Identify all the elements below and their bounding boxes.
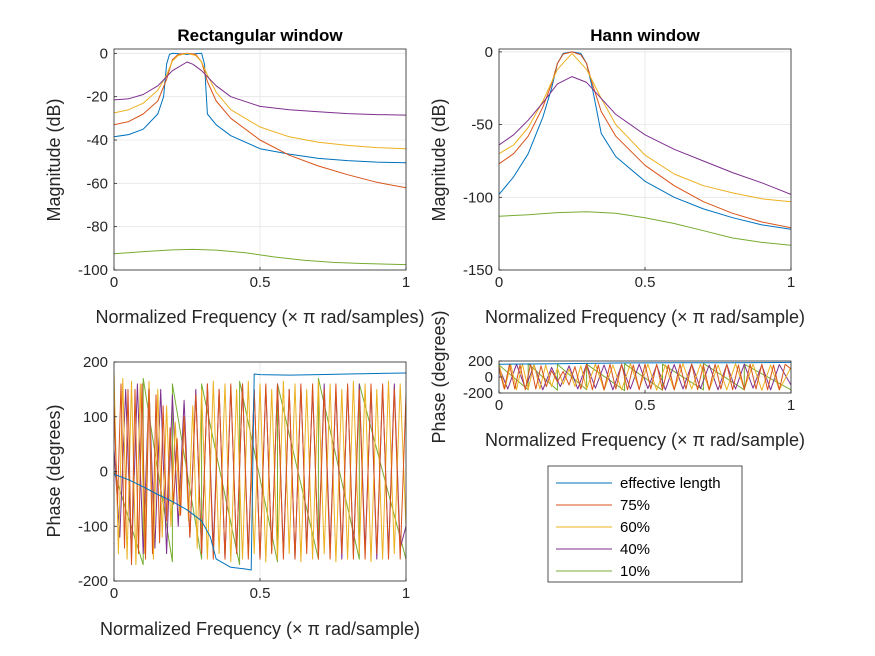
legend-label: effective length (620, 475, 721, 492)
y-tick-label: -20 (86, 89, 108, 106)
y-tick-label: 0 (100, 45, 108, 62)
series-line (499, 361, 791, 365)
x-tick-label: 1 (787, 397, 795, 414)
ticks: 0 0.5 1 200 100 0 -100 -200 (78, 354, 410, 602)
legend-entry: 60% (556, 519, 650, 536)
legend-label: 75% (620, 497, 650, 514)
subplot-rect-phase: 0 0.5 1 200 100 0 -100 -200 Normalized Frequenc… (44, 354, 420, 639)
y-tick-label: 100 (83, 409, 108, 426)
legend-label: 60% (620, 519, 650, 536)
legend-entry: 75% (556, 497, 650, 514)
series-line (114, 52, 406, 164)
x-axis-label: Normalized Frequency (× π rad/sample) (100, 619, 420, 639)
x-tick-label: 0.5 (635, 274, 656, 291)
y-tick-label: 200 (468, 353, 493, 370)
y-tick-label: 200 (83, 354, 108, 371)
y-axis-label: Phase (degrees) (44, 404, 64, 537)
x-axis-label: Normalized Frequency (× π rad/samples) (95, 307, 424, 327)
series-line (499, 51, 791, 229)
y-tick-label: -50 (471, 117, 493, 134)
data-lines (114, 52, 406, 266)
y-axis-label: Magnitude (dB) (429, 98, 449, 221)
y-tick-label: 0 (485, 44, 493, 61)
x-tick-label: 0.5 (635, 397, 656, 414)
plot-title: Hann window (590, 26, 700, 45)
x-tick-label: 0.5 (250, 585, 271, 602)
x-tick-label: 1 (402, 274, 410, 291)
legend-label: 10% (620, 563, 650, 580)
legend-entry: 40% (556, 541, 650, 558)
x-axis-label: Normalized Frequency (× π rad/sample) (485, 430, 805, 450)
plot-title: Rectangular window (177, 26, 343, 45)
series-line (114, 248, 406, 266)
data-lines (499, 361, 791, 392)
subplot-hann-magnitude: 0 0.5 1 0 -50 -100 -150 Hann window Normalized… (429, 26, 805, 327)
x-tick-label: 1 (787, 274, 795, 291)
y-tick-label: -200 (463, 385, 493, 402)
y-tick-label: -100 (78, 262, 108, 279)
y-tick-label: 0 (100, 464, 108, 481)
y-axis-label: Magnitude (dB) (44, 98, 64, 221)
y-tick-label: 0 (485, 369, 493, 386)
y-tick-label: -200 (78, 573, 108, 590)
legend-box (547, 465, 743, 583)
y-tick-label: -100 (78, 518, 108, 535)
series-line (499, 211, 791, 246)
series-line (114, 372, 406, 571)
x-tick-label: 0 (495, 397, 503, 414)
legend: effective length 75% 60% 40% 10% (547, 465, 743, 583)
y-tick-label: -60 (86, 175, 108, 192)
legend-entry: 10% (556, 563, 650, 580)
series-line (114, 383, 406, 566)
data-lines (114, 372, 406, 571)
series-line (114, 61, 406, 116)
y-tick-label: -40 (86, 132, 108, 149)
series-line (114, 52, 406, 150)
x-tick-label: 1 (402, 585, 410, 602)
legend-label: 40% (620, 541, 650, 558)
subplot-rect-magnitude: 0 0.5 1 0 -20 -40 -60 -80 -100 Rectangular windo… (44, 26, 425, 327)
y-tick-label: -80 (86, 219, 108, 236)
series-line (499, 363, 791, 391)
ticks: 0 0.5 1 0 -20 -40 -60 -80 -100 (78, 45, 410, 291)
x-tick-label: 0 (110, 585, 118, 602)
y-tick-label: -150 (463, 262, 493, 279)
ticks: 0 0.5 1 0 -50 -100 -150 (463, 44, 795, 291)
x-tick-label: 0.5 (250, 274, 271, 291)
x-tick-label: 0 (110, 274, 118, 291)
data-lines (499, 51, 791, 246)
x-axis-label: Normalized Frequency (× π rad/sample) (485, 307, 805, 327)
series-line (499, 363, 791, 391)
x-tick-label: 0 (495, 274, 503, 291)
legend-entry: effective length (556, 475, 721, 492)
y-axis-label: Phase (degrees) (429, 310, 449, 443)
y-tick-label: -100 (463, 189, 493, 206)
series-line (499, 76, 791, 195)
